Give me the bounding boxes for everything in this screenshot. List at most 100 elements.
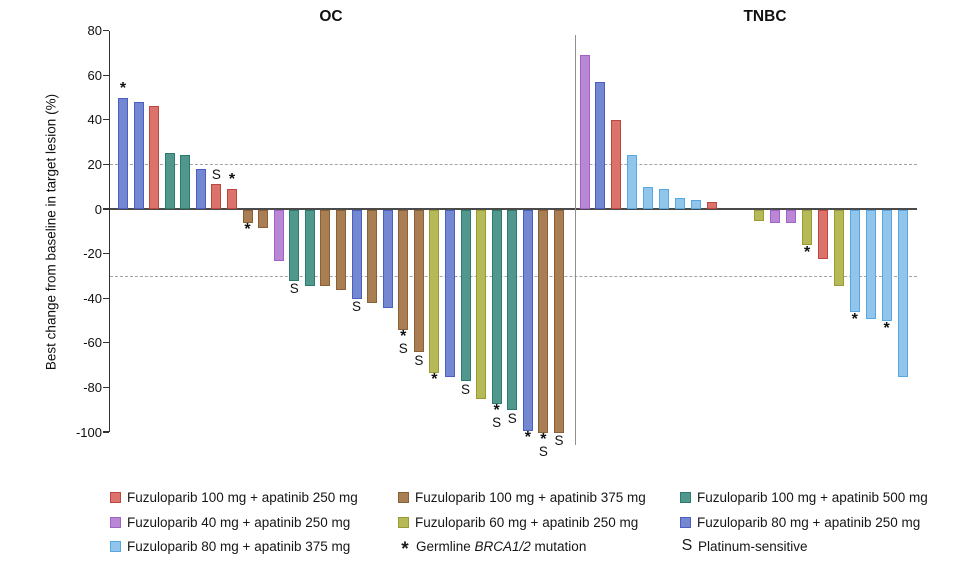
waterfall-bar [786,209,797,224]
waterfall-bar [335,209,346,291]
y-tick [103,163,109,166]
platinum-mark: S [398,341,408,357]
waterfall-bar [367,209,378,304]
y-tick [103,30,109,32]
zero-baseline [110,208,917,210]
waterfall-bar [627,155,638,209]
reference-line-20 [110,164,917,166]
y-tick-label: 20 [87,156,102,172]
legend-label-g6: Fuzuloparib 80 mg + apatinib 250 mg [697,514,921,530]
brca-mark: * [803,243,811,261]
panel-divider [575,35,577,445]
y-tick-label: 0 [94,201,102,217]
brca-mark: * [883,319,890,337]
legend-item: S Platinum-sensitive [680,537,808,554]
waterfall-bar [818,209,828,259]
waterfall-bar [833,209,844,286]
legend-item: Fuzuloparib 40 mg + apatinib 250 mg [110,514,350,530]
brca-mark: * [228,170,236,188]
waterfall-bar [690,200,701,209]
waterfall-bar [444,209,455,377]
legend-swatch-g5 [398,516,409,528]
legend-swatch-g7 [110,540,121,552]
waterfall-bar [273,209,284,262]
waterfall-bar [242,209,253,224]
y-tick [103,297,109,299]
platinum-mark: S [414,352,424,368]
brca-mark: * [540,431,547,448]
brca-mark: * [524,428,531,446]
waterfall-bar [320,209,331,286]
waterfall-bar [507,209,518,411]
waterfall-bar [491,209,502,404]
y-tick [103,431,109,433]
platinum-mark: S [554,433,564,448]
waterfall-bar [413,209,424,353]
waterfall-bar [195,168,206,209]
waterfall-bar [164,153,175,209]
waterfall-bar [382,209,393,308]
waterfall-bar [398,209,409,331]
legend-item: Fuzuloparib 60 mg + apatinib 250 mg [398,514,638,530]
waterfall-bar [429,209,440,373]
waterfall-bar [538,209,549,433]
legend-item: Fuzuloparib 100 mg + apatinib 375 mg [398,489,646,505]
legend-label-g3: Fuzuloparib 100 mg + apatinib 500 mg [697,489,928,505]
legend-label-platinum: Platinum-sensitive [698,538,808,554]
y-tick-label: -80 [83,379,102,395]
platinum-mark: S [211,167,221,183]
waterfall-bar [674,197,685,209]
legend-item: Fuzuloparib 80 mg + apatinib 250 mg [680,514,920,530]
waterfall-bar [226,188,237,209]
legend-swatch-g4 [110,516,121,528]
legend-label-brca: Germline BRCA1/2 mutation [416,538,587,554]
waterfall-bar [770,209,781,224]
y-tick-label: -60 [83,335,102,351]
platinum-mark: S [289,281,299,297]
waterfall-bar [476,209,487,400]
waterfall-bar [522,209,533,431]
legend-label-g4: Fuzuloparib 40 mg + apatinib 250 mg [127,514,351,530]
y-tick [103,386,109,389]
waterfall-bar [553,209,564,433]
waterfall-bar [149,106,160,209]
brca-mark: * [400,328,407,346]
platinum-mark: S [507,410,517,426]
waterfall-bar [659,188,669,209]
waterfall-bar [258,209,269,228]
waterfall-bar [351,209,362,299]
legend-label-g5: Fuzuloparib 60 mg + apatinib 250 mg [415,514,639,530]
legend-label-g7: Fuzuloparib 80 mg + apatinib 375 mg [127,538,351,554]
legend-label-g1: Fuzuloparib 100 mg + apatinib 250 mg [127,489,358,505]
waterfall-bar [611,119,622,209]
brca-mark: * [119,79,127,97]
legend-item: Fuzuloparib 100 mg + apatinib 250 mg [110,489,358,505]
brca-mark: * [244,221,251,239]
legend-item: * Germline BRCA1/2 mutation [398,538,587,560]
waterfall-bar [802,209,813,246]
waterfall-bar [304,209,315,286]
waterfall-bar [133,101,144,209]
legend-label-g2: Fuzuloparib 100 mg + apatinib 375 mg [415,489,646,505]
y-tick-label: -20 [83,246,102,262]
legend-swatch-g6 [680,516,691,528]
platinum-mark: S [352,299,362,315]
y-tick [103,119,109,121]
platinum-mark: S [461,381,471,397]
waterfall-bar [180,155,191,209]
legend-swatch-g1 [110,491,121,503]
brca-symbol: * [401,539,409,560]
legend-swatch-g3 [680,491,691,503]
y-tick [103,208,109,210]
platinum-symbol: S [681,537,693,554]
brca-mark: * [493,402,500,419]
waterfall-bar [849,209,860,313]
y-axis-line [108,30,110,432]
y-tick-label: -100 [75,424,102,440]
brca-mark: * [431,370,438,388]
y-tick [103,342,109,344]
y-tick-label: -40 [83,290,102,306]
waterfall-bar [289,209,300,282]
y-tick-label: 80 [87,23,102,39]
